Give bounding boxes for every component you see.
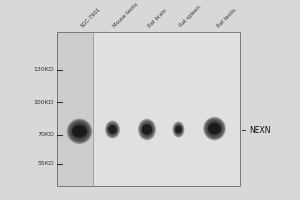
Ellipse shape xyxy=(109,125,116,134)
Ellipse shape xyxy=(175,125,182,134)
Ellipse shape xyxy=(67,119,92,144)
Ellipse shape xyxy=(70,122,89,141)
Ellipse shape xyxy=(203,117,226,140)
Ellipse shape xyxy=(74,126,85,136)
Ellipse shape xyxy=(75,127,84,136)
Ellipse shape xyxy=(110,126,116,133)
Ellipse shape xyxy=(72,125,87,138)
Ellipse shape xyxy=(138,119,156,140)
Ellipse shape xyxy=(72,124,87,139)
Text: Rat brain: Rat brain xyxy=(147,8,168,28)
Ellipse shape xyxy=(69,121,90,141)
Ellipse shape xyxy=(209,123,220,134)
Text: Rat spleen: Rat spleen xyxy=(178,5,202,28)
Text: Mouse testis: Mouse testis xyxy=(112,1,140,28)
Ellipse shape xyxy=(68,120,91,142)
Ellipse shape xyxy=(174,123,183,136)
Bar xyxy=(57,32,93,186)
Ellipse shape xyxy=(142,124,152,135)
Bar xyxy=(93,32,240,186)
Ellipse shape xyxy=(208,122,221,136)
Ellipse shape xyxy=(206,120,223,137)
Ellipse shape xyxy=(139,120,155,139)
Ellipse shape xyxy=(140,122,154,137)
Ellipse shape xyxy=(176,126,181,133)
Ellipse shape xyxy=(107,123,118,136)
Ellipse shape xyxy=(106,122,119,137)
Ellipse shape xyxy=(140,121,154,138)
Ellipse shape xyxy=(173,122,184,137)
Ellipse shape xyxy=(142,124,152,135)
Ellipse shape xyxy=(174,124,183,135)
Bar xyxy=(57,32,240,186)
Ellipse shape xyxy=(109,125,116,134)
Text: 100KD: 100KD xyxy=(33,100,54,105)
Ellipse shape xyxy=(68,120,92,143)
Ellipse shape xyxy=(208,122,220,135)
Ellipse shape xyxy=(143,125,151,134)
Ellipse shape xyxy=(105,120,120,139)
Ellipse shape xyxy=(211,125,218,133)
Ellipse shape xyxy=(143,124,151,135)
Ellipse shape xyxy=(207,121,222,136)
Ellipse shape xyxy=(142,123,152,136)
Ellipse shape xyxy=(205,118,224,139)
Ellipse shape xyxy=(173,122,184,137)
Ellipse shape xyxy=(204,118,225,140)
Ellipse shape xyxy=(74,125,86,137)
Ellipse shape xyxy=(73,125,86,138)
Text: 55KD: 55KD xyxy=(37,161,54,166)
Ellipse shape xyxy=(106,122,119,137)
Text: 70KD: 70KD xyxy=(37,132,54,137)
Text: NEXN: NEXN xyxy=(249,126,271,135)
Ellipse shape xyxy=(108,125,117,134)
Ellipse shape xyxy=(172,121,184,138)
Ellipse shape xyxy=(210,124,219,133)
Ellipse shape xyxy=(206,119,224,138)
Text: 130KD: 130KD xyxy=(33,67,54,72)
Ellipse shape xyxy=(141,122,153,137)
Text: SGC-7901: SGC-7901 xyxy=(80,6,102,28)
Ellipse shape xyxy=(106,121,119,138)
Ellipse shape xyxy=(107,123,118,136)
Ellipse shape xyxy=(175,124,182,135)
Text: Rat testis: Rat testis xyxy=(216,7,237,28)
Ellipse shape xyxy=(208,123,221,134)
Ellipse shape xyxy=(175,125,182,134)
Ellipse shape xyxy=(175,125,182,134)
Ellipse shape xyxy=(71,123,88,140)
Ellipse shape xyxy=(139,119,155,140)
Ellipse shape xyxy=(108,124,117,135)
Ellipse shape xyxy=(176,126,181,133)
